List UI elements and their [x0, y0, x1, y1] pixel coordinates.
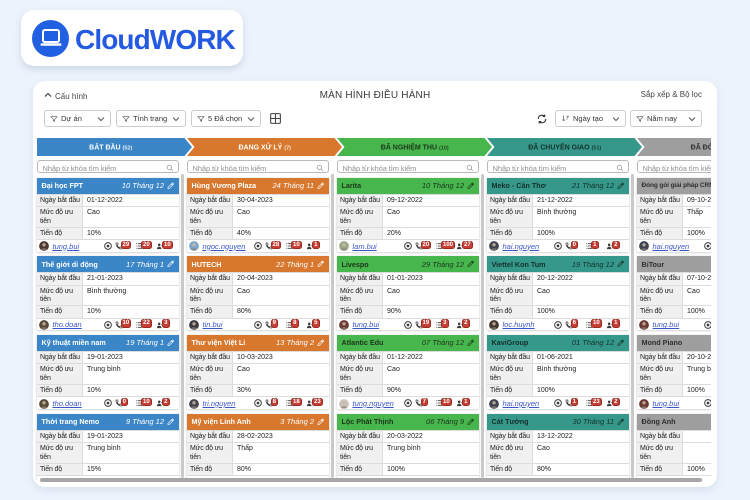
svg-text:ĐÃ CHUYỂN GIAO (51): ĐÃ CHUYỂN GIAO (51)	[528, 142, 601, 151]
svg-text:BẮT ĐẦU (52): BẮT ĐẦU (52)	[89, 141, 132, 151]
svg-text:ĐÃ NGHIỆM THU (10): ĐÃ NGHIỆM THU (10)	[380, 142, 448, 151]
svg-text:ĐANG XỬ LÝ (7): ĐANG XỬ LÝ (7)	[238, 142, 291, 151]
svg-text:ĐÃ ĐÓNG (12): ĐÃ ĐÓNG (12)	[690, 142, 711, 151]
